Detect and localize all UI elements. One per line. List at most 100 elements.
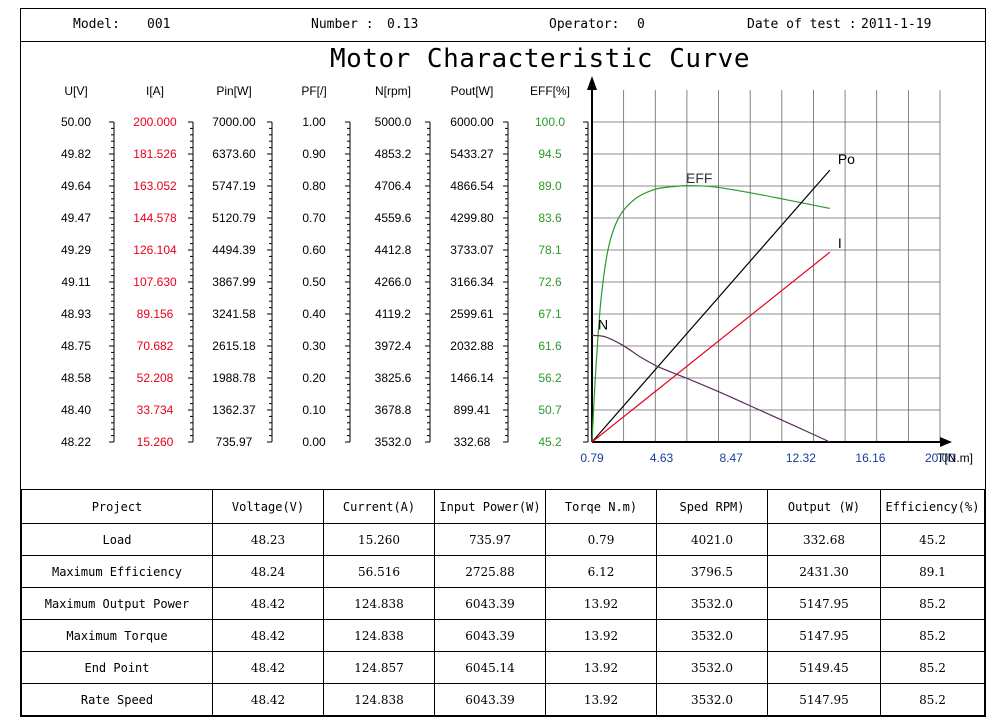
scale-value: 48.22 xyxy=(61,435,91,449)
series-label-n: N xyxy=(598,316,608,332)
scale-value: 2032.88 xyxy=(450,339,494,353)
scale-value: 49.11 xyxy=(61,275,90,289)
table-cell: 85.2 xyxy=(880,651,985,684)
load-row: Load 48.23 15.260 735.97 0.79 4021.0 332.68 45.… xyxy=(21,523,985,556)
table-cell: 2431.30 xyxy=(767,555,881,588)
rate-speed-row: Rate Speed 48.42 124.838 6043.39 13.92 3532.0… xyxy=(21,683,985,716)
end-point-row: End Point 48.42 124.857 6045.14 13.92 3532.0 5… xyxy=(21,651,985,684)
series-line-n xyxy=(591,334,831,443)
series-layer: EFF Po I N xyxy=(591,151,855,443)
scale-value: 5120.79 xyxy=(212,211,256,225)
series-line-i xyxy=(591,251,831,443)
table-cell: 48.24 xyxy=(212,555,324,588)
grid-layer xyxy=(592,90,941,442)
row-label: Maximum Torque xyxy=(21,619,213,652)
series-label-eff: EFF xyxy=(686,170,712,186)
table-cell: 5147.95 xyxy=(767,683,881,716)
scale-value: 4706.4 xyxy=(375,179,412,193)
scale-label: EFF[%] xyxy=(530,84,570,98)
scale-value: 4412.8 xyxy=(375,243,412,257)
scale-value: 2615.18 xyxy=(212,339,256,353)
col-input-power: Input Power(W) xyxy=(434,489,546,524)
x-axis-label: T[N.m] xyxy=(937,451,973,465)
scale-value: 899.41 xyxy=(454,403,491,417)
scale-label: I[A] xyxy=(146,84,164,98)
y-axis-arrow xyxy=(587,76,597,90)
scale-value: 83.6 xyxy=(538,211,562,225)
scale-value: 0.80 xyxy=(302,179,326,193)
col-torque: Torqe N.m) xyxy=(545,489,657,524)
date-label: Date of test : xyxy=(747,17,857,32)
table-cell: 48.42 xyxy=(212,619,324,652)
model-label: Model: xyxy=(73,17,120,32)
scale-value: 72.6 xyxy=(538,275,562,289)
scale-value: 3825.6 xyxy=(375,371,412,385)
scale-value: 107.630 xyxy=(133,275,177,289)
scale-label: U[V] xyxy=(64,84,87,98)
x-tick-label: 12.32 xyxy=(786,451,816,465)
max-torque-row: Maximum Torque 48.42 124.838 6043.39 13.92 35… xyxy=(21,619,985,652)
table-cell: 3532.0 xyxy=(656,587,768,620)
table-cell: 124.857 xyxy=(323,651,435,684)
scale-value: 4559.6 xyxy=(375,211,412,225)
scale-value: 100.0 xyxy=(535,115,565,129)
table-cell: 124.838 xyxy=(323,587,435,620)
table-cell: 3532.0 xyxy=(656,683,768,716)
row-label: Maximum Efficiency xyxy=(21,555,213,588)
table-cell: 48.23 xyxy=(212,523,324,556)
number-value: 0.13 xyxy=(387,17,419,32)
table-header-row: Project Voltage(V) Current(A) Input Powe… xyxy=(21,489,985,524)
scale-value: 735.97 xyxy=(216,435,253,449)
scale-value: 56.2 xyxy=(538,371,562,385)
col-efficiency: Efficiency(%) xyxy=(880,489,985,524)
table-cell: 6043.39 xyxy=(434,683,546,716)
results-table: Project Voltage(V) Current(A) Input Powe… xyxy=(21,489,985,716)
scale-value: 4119.2 xyxy=(375,307,411,321)
row-label: Rate Speed xyxy=(21,683,213,716)
chart-title: Motor Characteristic Curve xyxy=(330,44,750,74)
scale-value: 0.10 xyxy=(302,403,326,417)
table-cell: 124.838 xyxy=(323,619,435,652)
scale-value: 67.1 xyxy=(538,307,562,321)
scale-value: 50.00 xyxy=(61,115,91,129)
table-cell: 48.42 xyxy=(212,651,324,684)
x-tick-label: 4.63 xyxy=(650,451,674,465)
scale-value: 48.93 xyxy=(61,307,91,321)
table-cell: 2725.88 xyxy=(434,555,546,588)
row-label: Maximum Output Power xyxy=(21,587,213,620)
scale-value: 0.30 xyxy=(302,339,326,353)
col-project: Project xyxy=(21,489,213,524)
table-cell: 5147.95 xyxy=(767,587,881,620)
table-cell: 6043.39 xyxy=(434,619,546,652)
scale-value: 5747.19 xyxy=(212,179,256,193)
col-voltage: Voltage(V) xyxy=(212,489,324,524)
operator-value: 0 xyxy=(637,17,645,32)
table-cell: 4021.0 xyxy=(656,523,768,556)
report-header: Model: 001 Number : 0.13 Operator: 0 Dat… xyxy=(21,9,985,42)
scale-value: 33.734 xyxy=(137,403,174,417)
scale-label: Pin[W] xyxy=(216,84,251,98)
table-cell: 13.92 xyxy=(545,683,657,716)
scale-value: 1362.37 xyxy=(212,403,256,417)
scale-value: 1.00 xyxy=(302,115,326,129)
scale-value: 4494.39 xyxy=(212,243,256,257)
x-tick-label: 0.79 xyxy=(580,451,604,465)
scale-value: 3678.8 xyxy=(375,403,412,417)
report-frame xyxy=(20,8,986,717)
date-value: 2011-1-19 xyxy=(861,17,932,32)
table-cell: 48.42 xyxy=(212,683,324,716)
scale-value: 70.682 xyxy=(137,339,174,353)
max-efficiency-row: Maximum Efficiency 48.24 56.516 2725.88 6.12… xyxy=(21,555,985,588)
table-cell: 6.12 xyxy=(545,555,657,588)
scale-value: 49.64 xyxy=(61,179,91,193)
scale-value: 94.5 xyxy=(538,147,562,161)
scale-value: 144.578 xyxy=(133,211,177,225)
table-cell: 0.79 xyxy=(545,523,657,556)
scale-value: 332.68 xyxy=(454,435,491,449)
series-label-po: Po xyxy=(838,151,855,167)
scale-value: 2599.61 xyxy=(450,307,494,321)
scale-value: 3241.58 xyxy=(212,307,256,321)
scale-value: 48.40 xyxy=(61,403,91,417)
scale-value: 4866.54 xyxy=(450,179,494,193)
